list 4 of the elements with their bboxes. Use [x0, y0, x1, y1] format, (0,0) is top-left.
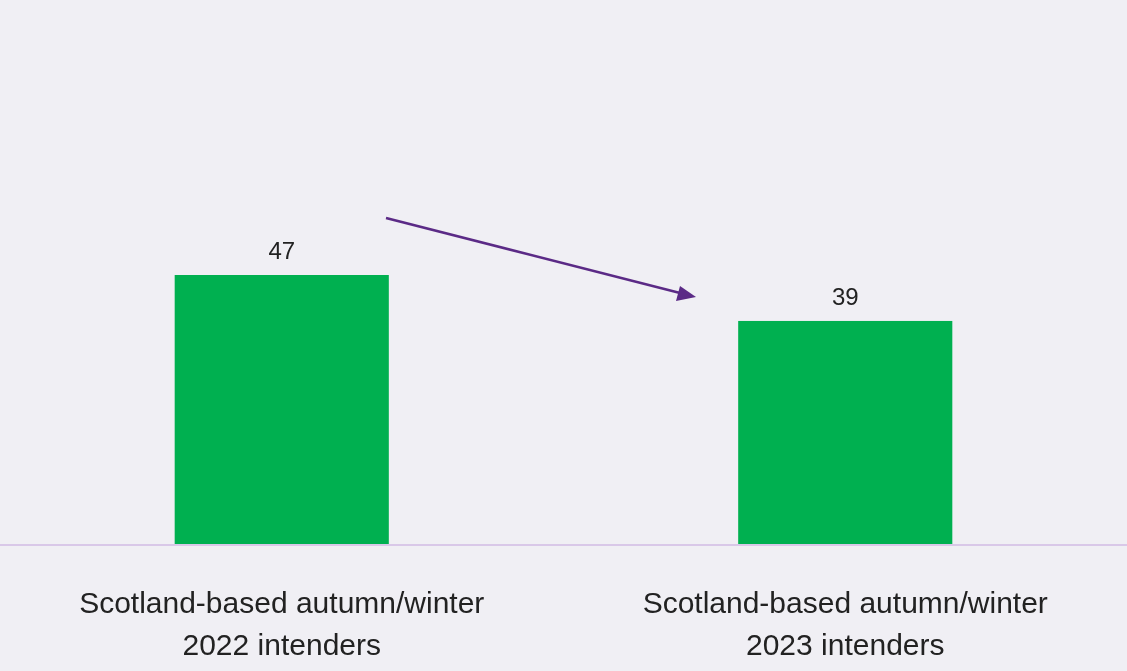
data-label: 47 [268, 237, 296, 264]
x-tick-label: Scotland-based autumn/winter 2022 intenders [79, 586, 485, 661]
data-label: 39 [831, 282, 859, 310]
x-tick-label: Scotland-based autumn/winter 2023 intenders [642, 586, 1048, 661]
